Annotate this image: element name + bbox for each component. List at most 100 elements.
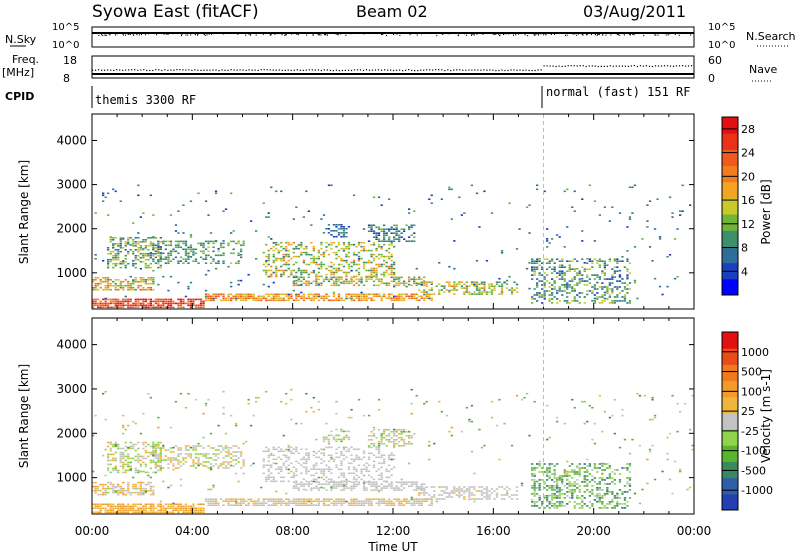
range-gate-cell xyxy=(307,483,310,485)
range-gate-cell xyxy=(485,488,489,490)
range-gate-cell xyxy=(533,491,536,493)
range-gate-cell xyxy=(390,264,393,266)
range-gate-cell xyxy=(122,455,125,458)
nsearch-dot xyxy=(98,34,100,37)
range-gate-cell xyxy=(147,298,150,301)
range-gate-cell xyxy=(159,248,162,251)
range-gate-cell xyxy=(483,289,486,291)
range-gate-cell xyxy=(237,260,240,262)
range-gate-cell xyxy=(184,252,188,255)
range-gate-cell xyxy=(122,298,125,301)
range-gate-cell xyxy=(460,287,463,289)
range-gate-cell xyxy=(380,489,383,491)
range-gate-cell xyxy=(370,261,373,264)
range-gate-cell xyxy=(199,511,203,514)
range-gate-cell xyxy=(152,441,155,444)
range-gate-cell xyxy=(149,262,152,265)
range-gate-cell xyxy=(320,263,323,266)
range-gate-cell xyxy=(413,276,416,279)
range-gate-cell xyxy=(189,246,193,249)
range-gate-cell xyxy=(272,454,275,457)
range-gate-cell xyxy=(490,285,494,287)
range-gate-cell xyxy=(230,297,233,300)
range-gate-cell xyxy=(390,273,393,276)
nsearch-dot xyxy=(123,34,124,36)
range-gate-cell xyxy=(345,282,348,285)
range-gate-cell xyxy=(247,273,250,276)
range-gate-cell xyxy=(377,441,381,443)
range-gate-cell xyxy=(357,284,361,287)
range-gate-cell xyxy=(581,266,584,268)
range-gate-cell xyxy=(112,485,115,488)
range-gate-cell xyxy=(398,276,401,279)
nave-dot xyxy=(438,69,440,71)
range-gate-cell xyxy=(300,244,303,246)
range-gate-cell xyxy=(413,433,416,435)
range-gate-cell xyxy=(626,277,629,280)
range-gate-cell xyxy=(267,464,270,467)
range-gate-cell xyxy=(132,485,135,488)
range-gate-cell xyxy=(398,299,401,302)
range-gate-cell xyxy=(400,232,403,234)
range-gate-cell xyxy=(377,443,381,445)
nsearch-dot xyxy=(147,33,149,35)
range-gate-cell xyxy=(418,283,421,285)
range-gate-cell xyxy=(184,453,188,455)
range-gate-cell xyxy=(162,302,165,305)
range-gate-cell xyxy=(603,297,606,300)
range-gate-cell xyxy=(330,480,333,483)
range-gate-cell xyxy=(383,271,386,274)
range-gate-cell xyxy=(320,282,323,285)
range-gate-cell xyxy=(169,451,173,453)
range-gate-cell xyxy=(350,481,353,483)
range-gate-cell xyxy=(119,304,122,307)
nsearch-dot xyxy=(312,33,314,35)
range-gate-cell xyxy=(297,244,300,246)
range-gate-cell xyxy=(420,488,423,490)
range-gate-cell xyxy=(152,236,155,238)
range-gate-cell xyxy=(473,488,476,490)
range-gate-cell xyxy=(107,509,110,512)
range-gate-cell xyxy=(107,282,110,285)
range-gate-cell xyxy=(598,276,601,278)
range-gate-cell xyxy=(177,505,180,508)
range-gate-cell xyxy=(420,291,423,293)
range-gate-cell xyxy=(325,295,328,298)
range-gate-cell xyxy=(403,481,406,483)
range-gate-cell xyxy=(285,241,288,244)
range-gate-cell xyxy=(147,392,150,395)
range-gate-cell xyxy=(646,220,649,222)
range-gate-cell xyxy=(245,295,248,298)
range-gate-cell xyxy=(149,286,152,289)
nsearch-dot xyxy=(545,33,547,35)
range-gate-cell xyxy=(601,469,604,471)
range-gate-cell xyxy=(403,431,406,433)
range-gate-cell xyxy=(102,483,105,486)
range-gate-cell xyxy=(159,300,162,303)
range-gate-cell xyxy=(563,505,566,507)
range-gate-cell xyxy=(556,234,559,236)
range-gate-cell xyxy=(355,245,358,248)
range-gate-cell xyxy=(325,241,328,244)
range-gate-cell xyxy=(325,498,328,500)
range-gate-cell xyxy=(395,489,398,491)
range-gate-cell xyxy=(628,465,632,467)
range-gate-cell xyxy=(245,293,248,296)
range-gate-cell xyxy=(601,288,604,290)
range-gate-cell xyxy=(393,276,396,279)
range-gate-cell xyxy=(563,272,566,274)
range-gate-cell xyxy=(287,502,290,504)
range-gate-cell xyxy=(490,291,494,293)
range-gate-cell xyxy=(505,283,509,285)
range-gate-cell xyxy=(109,509,112,512)
range-gate-cell xyxy=(408,462,411,465)
nave-dot xyxy=(146,69,148,72)
range-gate-cell xyxy=(104,390,107,393)
range-gate-cell xyxy=(167,298,170,301)
range-gate-cell xyxy=(596,296,599,298)
range-gate-cell xyxy=(302,299,305,302)
range-gate-cell xyxy=(142,306,145,309)
range-gate-cell xyxy=(174,445,178,447)
range-gate-cell xyxy=(114,258,117,261)
